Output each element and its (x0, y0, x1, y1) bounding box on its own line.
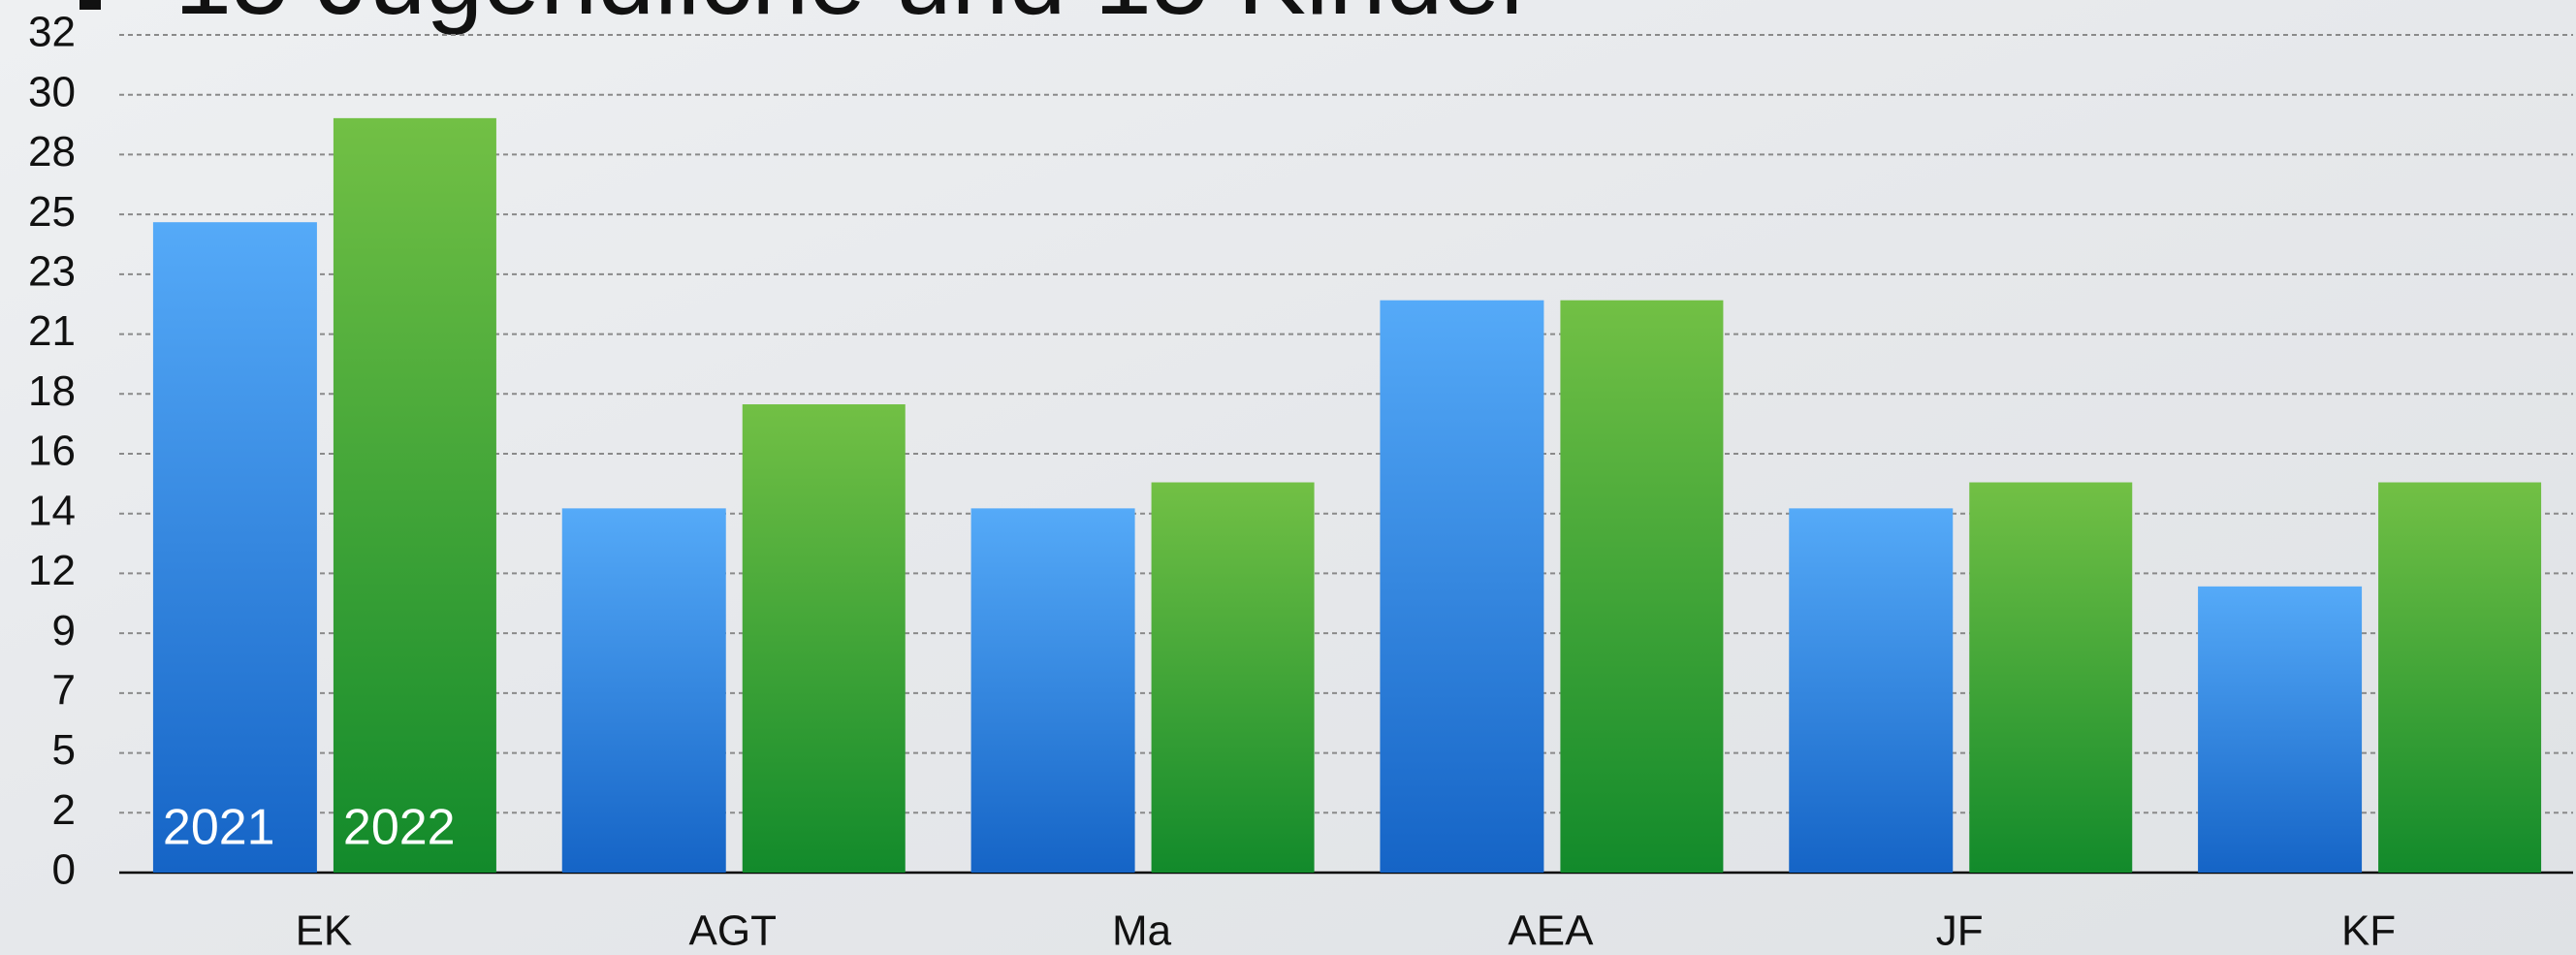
bar (742, 404, 906, 873)
bar (2378, 482, 2542, 873)
y-tick-label: 0 (52, 846, 76, 894)
y-tick-label: 7 (52, 666, 76, 714)
y-tick-label: 30 (28, 68, 76, 115)
bar (333, 117, 496, 874)
y-tick-label: 5 (52, 726, 76, 774)
y-tick-label: 14 (28, 487, 76, 534)
x-tick-label: EK (296, 907, 353, 955)
x-tick-label: JF (1936, 907, 1984, 955)
legend-label: 2021 (163, 800, 275, 856)
bar (970, 508, 1135, 873)
y-tick-label: 25 (28, 188, 76, 236)
y-tick-label: 23 (28, 247, 76, 295)
bar (152, 222, 317, 873)
y-tick-label: 12 (28, 547, 76, 594)
x-tick-label: AGT (689, 907, 777, 955)
y-tick-label: 28 (28, 128, 76, 175)
x-tick-label: KF (2341, 907, 2396, 955)
bar (2198, 586, 2363, 873)
bar (1969, 482, 2133, 873)
bar (1789, 508, 1954, 873)
bar (1151, 482, 1315, 873)
x-tick-label: AEA (1508, 907, 1594, 955)
y-tick-label: 21 (28, 307, 76, 355)
y-tick-label: 2 (52, 786, 76, 834)
legend-label: 2022 (343, 800, 456, 856)
chart-title: 15 Jugendliche und 15 Kinder (175, 0, 1535, 36)
y-tick-label: 9 (52, 607, 76, 654)
y-tick-label: 18 (28, 367, 76, 415)
bar (1380, 300, 1544, 873)
x-tick-label: Ma (1112, 907, 1172, 955)
y-tick-label: 16 (28, 428, 76, 475)
bullet (80, 0, 101, 10)
bar (561, 508, 726, 873)
bar (1560, 300, 1724, 873)
y-tick-label: 32 (28, 9, 76, 56)
